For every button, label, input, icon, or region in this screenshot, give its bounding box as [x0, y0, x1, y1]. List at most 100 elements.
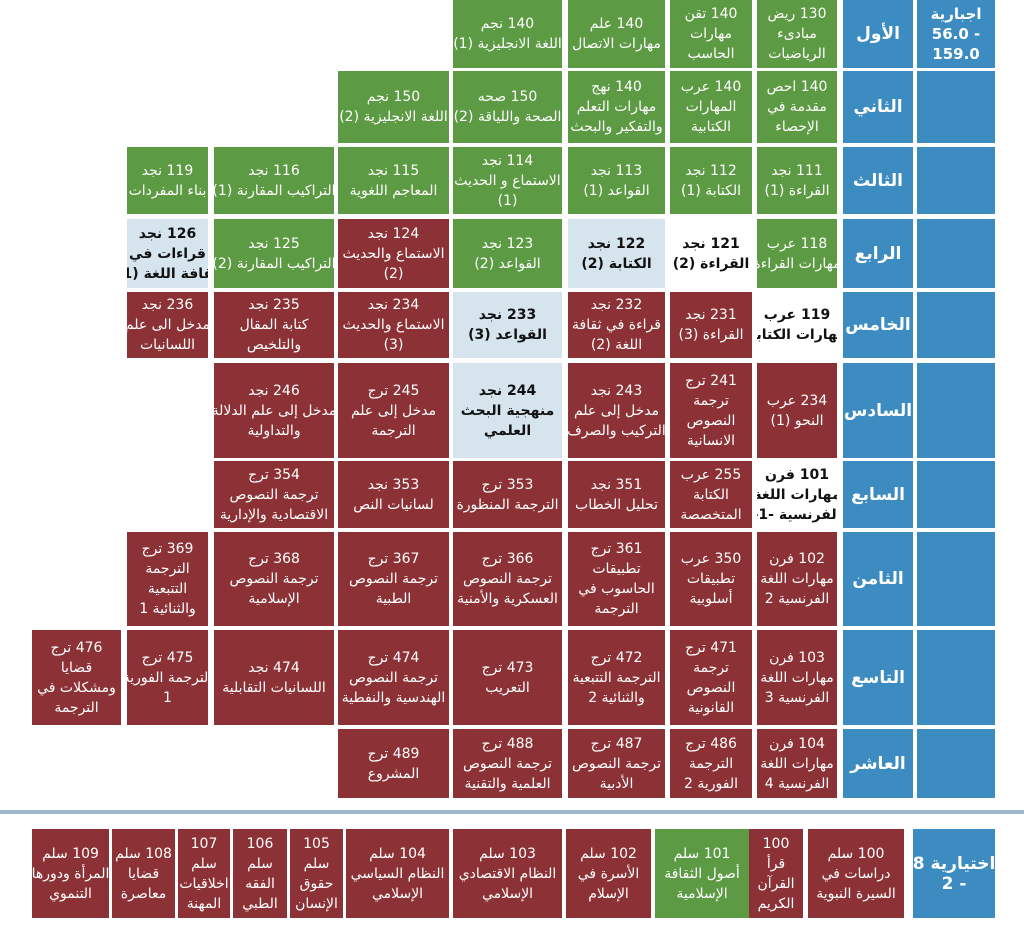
course-title-line: التعريب	[485, 679, 530, 696]
course-cell: 368 ترج ترجمة النصوص الإسلامية	[214, 532, 334, 626]
course-title-line: تطبيقات	[592, 561, 641, 577]
level-label: الرابع	[843, 219, 913, 288]
course-title-line: والتلخيص	[246, 337, 302, 353]
course-code: 102 فرن	[769, 551, 825, 567]
course-code: 233 نجد	[478, 307, 537, 323]
elective-line: 100 سلم	[827, 845, 885, 862]
level-label: الثامن	[843, 532, 913, 626]
electives-label-line: اختيارية 8	[913, 853, 995, 874]
course-code: 353 ترج	[481, 476, 534, 493]
elective-line: 101 سلم	[673, 845, 731, 862]
course-title-line: مهارات اللغة	[757, 486, 837, 503]
course-cell: 475 ترج الترجمة الفورية 1	[127, 630, 208, 725]
course-title-line: الترجمة	[688, 755, 734, 772]
course-cell: 244 نجد منهجية البحث العلمي	[453, 363, 562, 458]
course-title-line: التركيب والصرف	[568, 422, 665, 439]
course-cell: 130 ريض مبادىء الرياضيات	[757, 0, 837, 68]
elective-line: الطبي	[242, 895, 278, 912]
course-code: 121 نجد	[682, 235, 740, 252]
course-title-line: ترجمة النصوص	[572, 755, 662, 772]
course-code: 130 ريض	[767, 6, 827, 22]
course-title-line: الاستماع والحديث	[342, 245, 445, 262]
course-cell: 150 نجم اللغة الانجليزية (2)	[338, 71, 449, 143]
electives-label: اختيارية 8- 2	[913, 829, 995, 918]
elective-line: السيرة النبوية	[816, 885, 896, 902]
course-code: 234 نجد	[367, 297, 420, 313]
course-code: 475 ترج	[141, 649, 194, 666]
course-cell: 245 ترج مدخل إلى علم الترجمة	[338, 363, 449, 458]
elective-line: 108 سلم	[115, 845, 172, 862]
elective-line: الإنسان	[295, 895, 338, 912]
course-code: 103 فرن	[769, 649, 825, 666]
course-code: 114 نجد	[481, 152, 534, 169]
course-cell: 232 نجد قراءة في ثقافة اللغة (2)	[568, 292, 665, 358]
course-title-line: القواعد (3)	[468, 327, 547, 343]
course-title-line: الفرنسية 4	[764, 775, 830, 792]
course-code: 140 تقن	[684, 6, 738, 22]
course-code: 487 ترج	[590, 735, 643, 752]
row-margin-cell	[917, 71, 995, 143]
course-title-line: تطبيقات	[686, 571, 736, 587]
course-title-line: كتابة المقال	[239, 317, 309, 333]
course-cell: 140 عرب المهارات الكتابية	[670, 71, 752, 143]
course-cell: 486 ترج الترجمة الفورية 2	[670, 729, 752, 798]
course-title-line: الفرنسية -1-	[757, 506, 837, 523]
course-cell: 246 نجد مدخل إلى علم الدلالة والتداولية	[214, 363, 334, 458]
course-title-line: الانسانية	[686, 432, 736, 449]
elective-course-cell: 106 سلم الفقه الطبي	[233, 829, 287, 918]
course-code: 369 ترج	[141, 541, 194, 557]
course-title-line: الرياضيات	[768, 46, 826, 62]
elective-line: الأسرة في	[577, 865, 640, 882]
level-name: الثامن	[852, 569, 904, 589]
level-label: العاشر	[843, 729, 913, 798]
row-margin-cell	[917, 147, 995, 214]
level-label: الأول	[843, 0, 913, 68]
course-title-line: والثنائية 1	[139, 601, 196, 617]
course-title-line: الترجمة	[594, 601, 639, 617]
course-code: 244 نجد	[478, 382, 537, 399]
course-title-line: (1)	[497, 192, 518, 209]
elective-line: 105	[303, 835, 330, 852]
course-code: 115 نجد	[367, 162, 420, 179]
course-cell: 241 ترج ترجمة النصوص الانسانية	[670, 363, 752, 458]
course-title-line: ثقافة اللغة (1)	[127, 265, 208, 282]
elective-line: أصول الثقافة	[664, 865, 740, 882]
plan-header-cell: اجبارية - 56.0 159.0	[917, 0, 995, 68]
row-margin-cell	[917, 363, 995, 458]
elective-line: 104 سلم	[369, 845, 426, 862]
course-cell: 123 نجد القواعد (2)	[453, 219, 562, 288]
course-title-line: الفورية 2	[684, 775, 739, 792]
course-code: 140 علم	[589, 16, 644, 32]
level-label: السابع	[843, 461, 913, 528]
elective-line: سلم	[303, 855, 330, 872]
course-cell: 140 تقن مهارات الحاسب	[670, 0, 752, 68]
course-title-line: 1	[163, 689, 172, 706]
course-code: 474 نجد	[248, 659, 300, 676]
course-title-line: والثنائية 2	[588, 689, 645, 706]
elective-line: اخلاقيات	[179, 875, 229, 892]
course-cell: 472 ترج الترجمة التتبعية والثنائية 2	[568, 630, 665, 725]
course-code: 489 ترج	[367, 745, 420, 762]
course-cell: 140 احص مقدمة في الإحصاء	[757, 71, 837, 143]
elective-line: 102 سلم	[580, 845, 637, 862]
course-cell: 361 ترج تطبيقات الحاسوب في الترجمة	[568, 532, 665, 626]
course-title-line: ترجمة النصوص	[463, 755, 553, 772]
course-code: 351 نجد	[590, 476, 643, 493]
course-code: 473 ترج	[481, 659, 534, 676]
course-title-line: (3)	[383, 337, 404, 353]
course-title-line: قراءات في	[129, 245, 206, 262]
course-title-line: والتفكير والبحث	[570, 119, 663, 135]
course-cell: 350 عرب تطبيقات أسلوبية	[670, 532, 752, 626]
course-title-line: القراءة (3)	[678, 327, 744, 343]
course-title-line: الحاسوب في	[578, 581, 655, 597]
course-title-line: الكتابة	[693, 486, 729, 503]
course-title-line: مهارات الكتابة	[757, 327, 837, 343]
elective-course-cell: 107 سلم اخلاقيات المهنة	[178, 829, 230, 918]
course-title-line: مدخل إلى علم	[573, 402, 660, 419]
course-code: 116 نجد	[248, 162, 300, 179]
course-cell: 122 نجد الكتابة (2)	[568, 219, 665, 288]
course-cell: 234 نجد الاستماع والحديث (3)	[338, 292, 449, 358]
elective-line: الكريم	[757, 895, 795, 912]
course-title-line: النصوص	[686, 412, 736, 429]
course-cell: 102 فرن مهارات اللغة الفرنسية 2	[757, 532, 837, 626]
